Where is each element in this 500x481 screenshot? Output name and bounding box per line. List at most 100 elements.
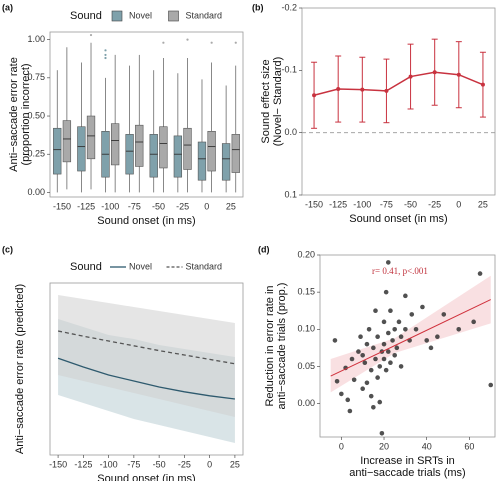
box: [125, 134, 134, 175]
x-tick-label: -150: [305, 199, 323, 209]
box: [231, 134, 240, 173]
legend-label: Novel: [129, 261, 152, 271]
point: [362, 360, 368, 366]
point: [392, 352, 397, 358]
y-tick-label: 0.00: [27, 187, 45, 197]
series-line: [57, 330, 236, 365]
point: [392, 326, 397, 332]
box: [159, 126, 168, 169]
x-tick-label: -50: [153, 459, 166, 469]
point: [388, 308, 393, 314]
point: [349, 356, 355, 362]
y-tick-label: 0.0: [284, 127, 297, 137]
point: [398, 334, 404, 340]
y-tick-label: -0.2: [281, 2, 297, 12]
x-tick-label: -75: [380, 199, 393, 209]
point: [456, 72, 461, 77]
box: [183, 127, 192, 170]
point: [441, 312, 447, 317]
x-tick-label: -75: [127, 459, 140, 469]
outlier: [210, 41, 213, 44]
point: [456, 326, 462, 332]
point: [360, 87, 365, 92]
x-tick-label: -125: [77, 201, 95, 211]
point: [381, 356, 387, 362]
point: [360, 386, 365, 392]
x-axis-title: Sound onset (in ms): [97, 215, 195, 227]
box: [135, 124, 144, 167]
panel-label: (a): [2, 2, 13, 12]
y-tick-label: 0.15: [297, 287, 315, 297]
y-axis-title: Anti−saccade error rate: [8, 57, 20, 172]
point: [356, 349, 361, 354]
point: [384, 88, 389, 93]
x-axis-title: anti−saccade trials (ms): [349, 467, 465, 479]
point: [403, 326, 408, 332]
point: [345, 397, 351, 403]
y-tick-label: 1.00: [27, 34, 45, 44]
point: [383, 289, 389, 295]
box: [86, 115, 96, 160]
point: [388, 360, 393, 366]
point: [334, 378, 340, 384]
x-tick-label: -75: [128, 201, 141, 211]
point: [432, 70, 437, 75]
point: [428, 345, 434, 351]
point: [390, 338, 395, 343]
x-tick-label: -25: [178, 459, 191, 469]
point: [371, 404, 376, 410]
point: [358, 334, 363, 340]
x-tick-label: 40: [422, 441, 432, 451]
point: [381, 341, 387, 347]
legend-title: Sound: [70, 261, 102, 273]
box: [110, 123, 120, 166]
y-axis-title: Reduction in error rate in: [264, 285, 276, 406]
y-tick-label: 0.50: [27, 110, 45, 120]
plot-frame: [49, 31, 244, 198]
outlier: [234, 41, 237, 44]
point: [381, 319, 387, 325]
y-axis-title: anti−saccade trials (prop.): [276, 283, 288, 410]
box: [149, 134, 158, 178]
point: [364, 341, 370, 347]
y-axis-title: (proportion incorrect): [20, 63, 32, 165]
y-tick-label: 0.00: [297, 398, 315, 408]
outlier: [104, 53, 107, 57]
point: [420, 304, 425, 310]
x-tick-label: -25: [428, 199, 441, 209]
x-tick-label: 0: [204, 201, 209, 211]
point: [480, 82, 485, 87]
x-axis-title: Increase in SRTs in: [360, 455, 455, 467]
box: [221, 143, 231, 181]
point: [488, 382, 494, 388]
x-tick-label: -25: [176, 201, 189, 211]
point: [312, 93, 317, 98]
box: [173, 135, 183, 178]
point: [424, 338, 430, 343]
x-tick-label: 0: [207, 459, 212, 469]
point: [371, 345, 376, 351]
point: [385, 260, 391, 265]
legend-swatch: [111, 10, 123, 22]
point: [347, 408, 353, 414]
y-axis-title: (Novel− Standard): [272, 57, 284, 147]
point: [377, 399, 383, 405]
point: [383, 367, 389, 373]
outlier: [89, 33, 93, 37]
point: [413, 326, 419, 332]
x-tick-label: 60: [464, 441, 474, 451]
x-tick-label: 0: [339, 441, 344, 451]
x-tick-label: -150: [49, 459, 67, 469]
series-line: [57, 357, 235, 400]
point: [435, 334, 440, 340]
plot-frame: [301, 7, 496, 196]
x-tick-label: -125: [329, 199, 347, 209]
x-tick-label: -100: [101, 201, 119, 211]
point: [366, 326, 372, 332]
legend-title: Sound: [70, 10, 102, 22]
y-tick-label: 0.10: [297, 324, 315, 334]
outlier: [104, 49, 107, 52]
box: [53, 127, 62, 175]
point: [339, 391, 344, 397]
